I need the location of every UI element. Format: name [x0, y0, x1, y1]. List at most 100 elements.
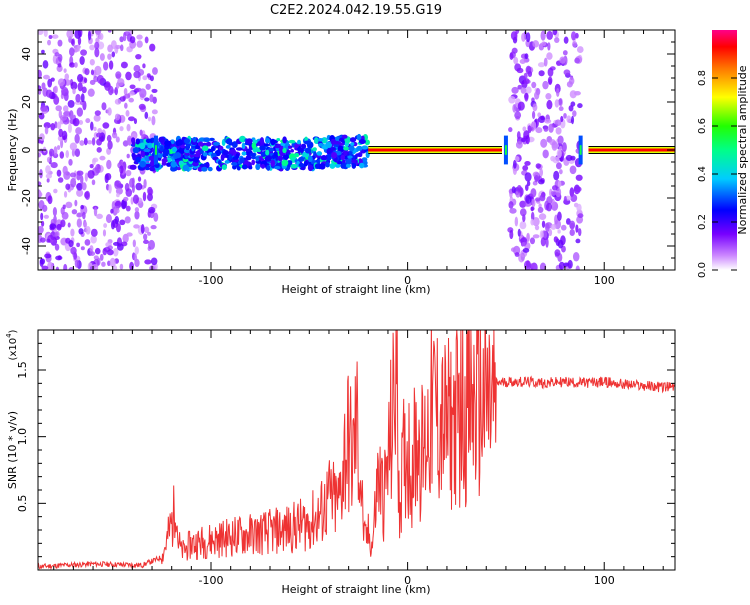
band-mark	[241, 164, 248, 170]
noise-mark	[106, 159, 112, 170]
noise-mark	[96, 132, 102, 138]
noise-mark	[562, 50, 568, 56]
band-mark	[340, 154, 346, 161]
noise-mark	[39, 258, 46, 265]
noise-mark	[555, 127, 562, 135]
edge-streak-core	[154, 145, 157, 155]
noise-mark	[43, 122, 51, 129]
noise-mark	[531, 198, 536, 208]
noise-mark	[534, 224, 540, 231]
noise-mark	[563, 112, 567, 119]
band-mark	[139, 142, 146, 150]
band-mark	[351, 162, 357, 169]
noise-mark	[47, 78, 53, 88]
band-mark	[235, 147, 243, 151]
noise-mark	[528, 127, 532, 132]
noise-mark	[542, 149, 549, 159]
noise-mark	[575, 265, 580, 270]
noise-mark	[85, 118, 91, 124]
noise-mark	[557, 211, 562, 222]
colorbar: 0.0 0.2 0.4 0.6 0.8 Normalized spectral ampl…	[697, 30, 749, 278]
band-mark	[202, 152, 208, 157]
noise-mark	[546, 202, 552, 212]
noise-mark	[537, 179, 545, 185]
noise-mark	[149, 94, 154, 103]
band-mark	[341, 134, 348, 139]
noise-mark	[519, 221, 527, 230]
noise-mark	[129, 36, 136, 44]
noise-mark	[76, 73, 84, 83]
noise-mark	[126, 153, 130, 159]
noise-mark	[147, 116, 151, 122]
noise-mark	[517, 101, 525, 111]
band-mark	[231, 162, 238, 166]
band-mark	[241, 151, 247, 156]
noise-mark	[81, 182, 87, 191]
band-mark	[317, 137, 324, 142]
noise-mark	[38, 152, 42, 158]
noise-mark	[123, 31, 131, 37]
noise-mark	[58, 53, 63, 62]
noise-mark	[132, 239, 136, 248]
band-mark	[277, 155, 284, 162]
band-mark	[317, 143, 324, 147]
noise-mark	[67, 99, 75, 108]
noise-mark	[76, 189, 84, 197]
noise-mark	[146, 73, 151, 78]
noise-mark	[532, 234, 540, 239]
noise-mark	[534, 175, 539, 183]
noise-mark	[566, 115, 572, 123]
noise-mark	[576, 46, 584, 53]
noise-mark	[83, 77, 88, 84]
noise-mark	[38, 191, 43, 198]
noise-mark	[512, 103, 517, 113]
noise-mark	[531, 81, 537, 89]
noise-mark	[84, 68, 90, 76]
noise-mark	[133, 253, 138, 262]
band-mark	[345, 163, 351, 168]
noise-mark	[76, 218, 82, 228]
band-mark	[337, 161, 343, 165]
noise-mark	[532, 103, 538, 112]
noise-mark	[77, 82, 83, 92]
noise-mark	[546, 30, 554, 40]
band-mark	[222, 149, 229, 156]
band-mark	[361, 145, 369, 150]
line-core	[588, 148, 675, 152]
noise-mark	[74, 148, 81, 157]
noise-mark	[114, 86, 119, 96]
noise-mark	[105, 214, 112, 224]
noise-mark	[90, 121, 94, 131]
noise-mark	[59, 151, 65, 159]
band-mark	[347, 155, 353, 159]
noise-mark	[576, 203, 582, 212]
noise-mark	[68, 239, 74, 248]
noise-mark	[153, 212, 159, 222]
band-mark	[297, 139, 301, 145]
noise-mark	[85, 225, 91, 235]
colorbar-ticks: 0.0 0.2 0.4 0.6 0.8	[697, 70, 737, 278]
noise-mark	[63, 68, 67, 73]
band-mark	[334, 163, 341, 168]
noise-mark	[60, 219, 66, 228]
band-mark	[312, 147, 317, 152]
band-mark	[228, 154, 233, 161]
noise-mark	[517, 84, 522, 90]
noise-mark	[538, 213, 547, 220]
noise-mark	[516, 131, 521, 140]
noise-mark	[546, 99, 553, 110]
band-mark	[248, 165, 253, 170]
noise-mark	[125, 109, 130, 117]
noise-mark	[39, 133, 45, 141]
band-mark	[245, 138, 253, 145]
noise-mark	[566, 81, 573, 88]
band-mark	[166, 157, 172, 163]
noise-mark	[69, 62, 76, 68]
band-mark	[348, 145, 355, 152]
noise-mark	[525, 32, 531, 43]
band-mark	[182, 164, 190, 172]
noise-mark	[574, 57, 580, 64]
noise-mark	[514, 216, 519, 227]
colorbar-tick-label: 0.8	[697, 70, 708, 86]
